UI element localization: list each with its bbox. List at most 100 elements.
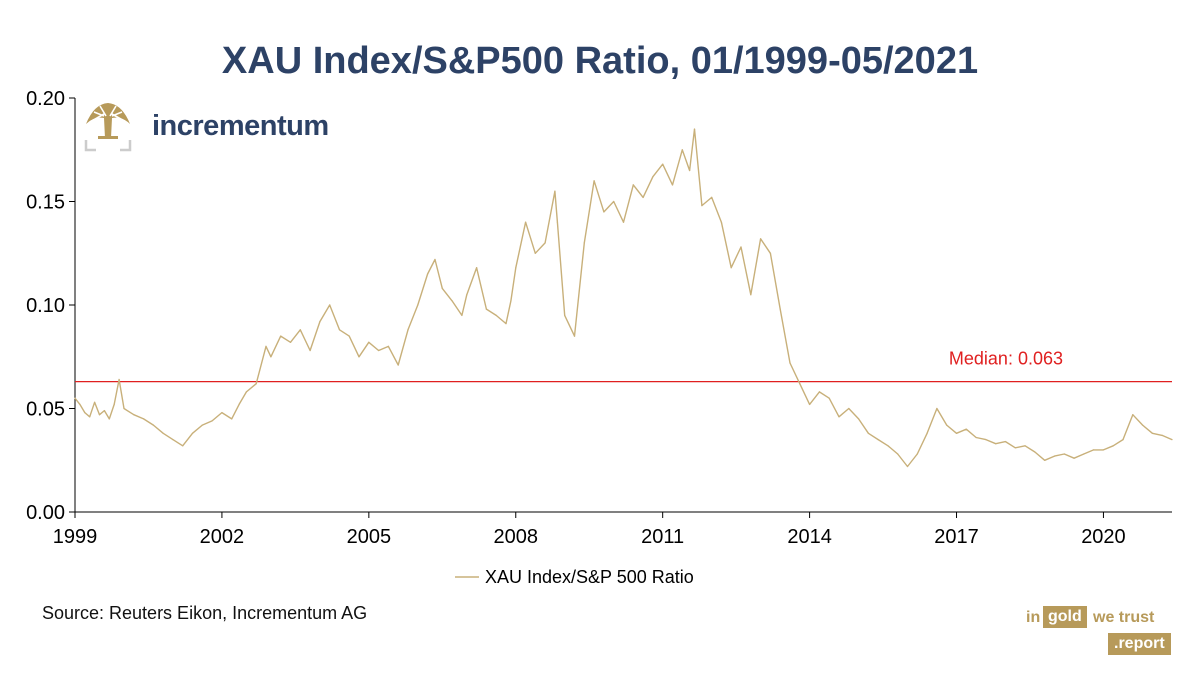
data-point xyxy=(265,345,267,347)
data-point xyxy=(622,221,625,223)
data-point xyxy=(1151,432,1153,434)
data-point xyxy=(1093,449,1095,451)
data-point xyxy=(515,267,517,269)
data-point xyxy=(554,190,556,192)
series-group xyxy=(74,128,1173,468)
data-point xyxy=(378,349,380,352)
data-point xyxy=(1112,445,1114,447)
legend: XAU Index/S&P 500 Ratio xyxy=(455,567,694,587)
incrementum-logo xyxy=(84,103,132,152)
data-point xyxy=(348,335,350,337)
data-point xyxy=(221,412,223,414)
data-point xyxy=(74,397,76,399)
data-point xyxy=(255,383,257,385)
data-point xyxy=(525,221,527,223)
data-point xyxy=(916,453,918,455)
data-point xyxy=(182,445,184,447)
data-point xyxy=(299,329,301,331)
data-point xyxy=(397,364,399,366)
data-point xyxy=(427,273,429,275)
x-tick-label: 2011 xyxy=(641,526,684,548)
data-point xyxy=(387,345,389,347)
data-point xyxy=(231,418,233,420)
data-point xyxy=(98,414,101,416)
data-point xyxy=(975,436,977,439)
x-tick-label: 2014 xyxy=(787,526,832,548)
data-point xyxy=(338,329,341,331)
data-point xyxy=(887,445,889,447)
data-point xyxy=(556,221,559,223)
data-point xyxy=(613,200,615,203)
in-gold-we-trust-logo: in gold we trust .report xyxy=(1026,606,1176,658)
data-point xyxy=(1132,414,1134,416)
data-point xyxy=(779,308,781,310)
data-point xyxy=(1034,451,1036,453)
data-point xyxy=(671,184,674,186)
data-point xyxy=(172,439,174,441)
data-point xyxy=(769,252,772,254)
brand-word-in: in xyxy=(1026,609,1041,626)
data-point xyxy=(720,221,723,223)
data-point xyxy=(476,267,478,269)
y-tick-label: 0.00 xyxy=(26,502,65,524)
data-point xyxy=(877,439,879,441)
series-line xyxy=(74,128,1173,468)
data-point xyxy=(434,258,436,261)
median-label: Median: 0.063 xyxy=(949,349,1063,369)
x-tick-label: 1999 xyxy=(53,526,98,548)
data-point xyxy=(495,314,497,316)
data-point xyxy=(926,432,928,434)
data-point xyxy=(995,443,997,445)
data-point xyxy=(309,349,311,352)
data-point xyxy=(544,242,546,244)
data-point xyxy=(897,453,899,455)
data-point xyxy=(417,304,419,306)
data-point xyxy=(906,465,909,468)
data-point xyxy=(118,378,120,381)
source-note: Source: Reuters Eikon, Incrementum AG xyxy=(42,603,368,623)
data-point xyxy=(583,242,585,244)
brand-word-we-trust: we trust xyxy=(1093,609,1155,626)
data-point xyxy=(289,341,292,343)
data-point xyxy=(211,420,213,422)
logo-text: incrementum xyxy=(152,110,329,142)
data-point xyxy=(1122,439,1124,441)
data-point xyxy=(510,300,512,302)
y-tick-label: 0.05 xyxy=(26,399,65,421)
data-point xyxy=(564,314,566,316)
data-point xyxy=(1063,453,1065,455)
data-point xyxy=(693,128,696,130)
data-point xyxy=(799,383,801,385)
data-point xyxy=(1161,434,1163,436)
data-point xyxy=(701,205,703,207)
data-point xyxy=(441,287,443,289)
data-point xyxy=(358,356,360,358)
data-point xyxy=(867,432,870,434)
chart-title: XAU Index/S&P500 Ratio, 01/1999-05/2021 xyxy=(221,40,979,82)
data-point xyxy=(1014,447,1016,449)
data-point xyxy=(603,211,605,213)
data-point xyxy=(152,424,154,426)
data-point xyxy=(238,403,240,405)
data-point xyxy=(162,432,164,434)
data-point xyxy=(652,176,654,178)
data-point xyxy=(809,403,811,405)
y-tick-label: 0.15 xyxy=(26,192,65,214)
data-point xyxy=(103,410,105,412)
data-point xyxy=(818,391,821,393)
data-point xyxy=(750,294,752,296)
data-point xyxy=(113,403,115,405)
data-point xyxy=(858,418,860,420)
data-point xyxy=(789,362,791,364)
data-point xyxy=(828,397,830,399)
data-point xyxy=(642,196,644,198)
data-point xyxy=(201,424,203,426)
data-point xyxy=(505,323,507,325)
data-point xyxy=(534,252,536,254)
data-point xyxy=(936,407,938,410)
data-point xyxy=(1142,424,1144,426)
data-point xyxy=(711,196,713,198)
data-point xyxy=(740,246,742,248)
data-point xyxy=(946,424,948,426)
x-tick-label: 2008 xyxy=(494,526,539,548)
